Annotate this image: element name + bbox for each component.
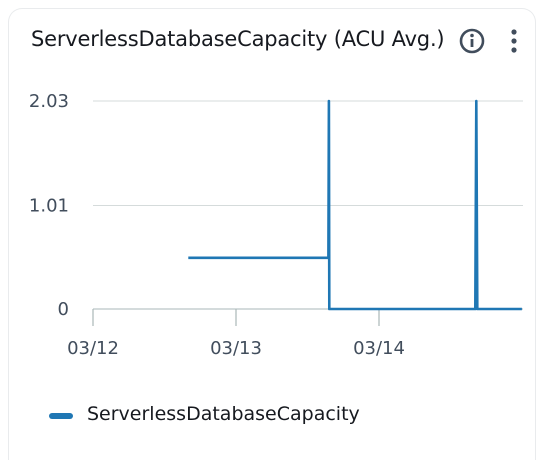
x-tick-label: 03/13 xyxy=(210,338,262,359)
x-tick-label: 03/14 xyxy=(353,338,405,359)
series-line xyxy=(188,99,522,311)
y-tick-label: 1.01 xyxy=(29,196,69,217)
legend-label: ServerlessDatabaseCapacity xyxy=(87,403,360,425)
legend-swatch xyxy=(49,413,73,419)
widget-title: ServerlessDatabaseCapacity (ACU Avg.) xyxy=(31,27,445,51)
metric-widget-card: ServerlessDatabaseCapacity (ACU Avg.) 0 1… xyxy=(8,8,536,460)
legend-item[interactable]: ServerlessDatabaseCapacity xyxy=(49,403,360,425)
info-icon[interactable] xyxy=(458,27,486,55)
line-chart[interactable]: 0 1.01 2.03 03/12 03/13 03/14 xyxy=(9,9,537,389)
y-tick-label: 2.03 xyxy=(29,91,69,112)
more-options-icon[interactable] xyxy=(504,27,524,55)
y-tick-label: 0 xyxy=(58,299,69,320)
x-tick-label: 03/12 xyxy=(67,338,119,359)
